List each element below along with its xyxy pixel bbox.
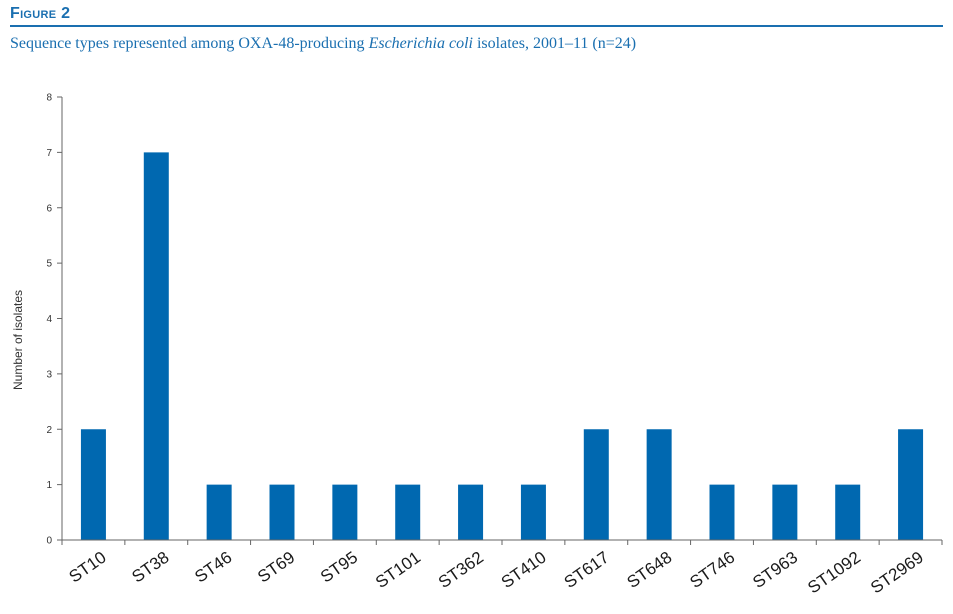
caption-species: Escherichia coli bbox=[368, 35, 473, 52]
axes-group bbox=[57, 96, 943, 545]
figure-rule bbox=[10, 25, 943, 27]
bars-group bbox=[80, 152, 924, 541]
figure-header: Figure 2 Sequence types represented amon… bbox=[10, 4, 943, 53]
figure-caption: Sequence types represented among OXA-48-… bbox=[10, 35, 943, 53]
bar-st648 bbox=[646, 429, 672, 540]
bar-st617 bbox=[583, 429, 609, 540]
bar-st95 bbox=[332, 484, 358, 541]
x-tick-label-st101: ST101 bbox=[372, 548, 424, 592]
y-tick-label: 8 bbox=[46, 93, 52, 104]
caption-text-end: isolates, 2001–11 (n=24) bbox=[472, 35, 637, 52]
y-tick-label: 5 bbox=[46, 259, 52, 270]
y-tick-label: 7 bbox=[46, 148, 52, 159]
x-tick-label-st10: ST10 bbox=[66, 548, 110, 587]
y-tick-label: 2 bbox=[46, 425, 52, 436]
caption-text-start: Sequence types represented among OXA-48-… bbox=[10, 35, 369, 52]
figure-label: Figure 2 bbox=[10, 5, 71, 22]
bar-st1092 bbox=[835, 484, 861, 541]
bar-st963 bbox=[772, 484, 798, 541]
x-tick-label-st38: ST38 bbox=[128, 548, 172, 587]
bar-st10 bbox=[80, 429, 106, 540]
y-tick-label: 0 bbox=[46, 536, 52, 547]
x-tick-label-st46: ST46 bbox=[191, 548, 235, 587]
y-tick-label: 4 bbox=[46, 314, 52, 325]
bar-st69 bbox=[269, 484, 295, 541]
x-tick-label-st362: ST362 bbox=[435, 548, 487, 592]
x-tick-label-st963: ST963 bbox=[749, 548, 801, 592]
x-tick-label-st95: ST95 bbox=[317, 548, 361, 587]
x-tick-label-st617: ST617 bbox=[561, 548, 613, 592]
x-tick-label-st2969: ST2969 bbox=[867, 548, 927, 598]
x-tick-label-st410: ST410 bbox=[498, 548, 550, 592]
y-axis-title: Number of isolates bbox=[11, 290, 25, 390]
bar-st101 bbox=[395, 484, 421, 541]
x-tick-label-st1092: ST1092 bbox=[804, 548, 864, 598]
bar-st410 bbox=[520, 484, 546, 541]
y-tick-label: 3 bbox=[46, 369, 52, 380]
bar-st746 bbox=[709, 484, 735, 541]
y-tick-label: 1 bbox=[46, 480, 52, 491]
y-tick-label: 6 bbox=[46, 203, 52, 214]
bar-st362 bbox=[458, 484, 484, 541]
bar-st2969 bbox=[898, 429, 924, 540]
bar-st38 bbox=[143, 152, 169, 541]
x-tick-label-st69: ST69 bbox=[254, 548, 298, 587]
x-tick-label-st746: ST746 bbox=[686, 548, 738, 592]
bar-st46 bbox=[206, 484, 232, 541]
x-tick-label-st648: ST648 bbox=[624, 548, 676, 592]
